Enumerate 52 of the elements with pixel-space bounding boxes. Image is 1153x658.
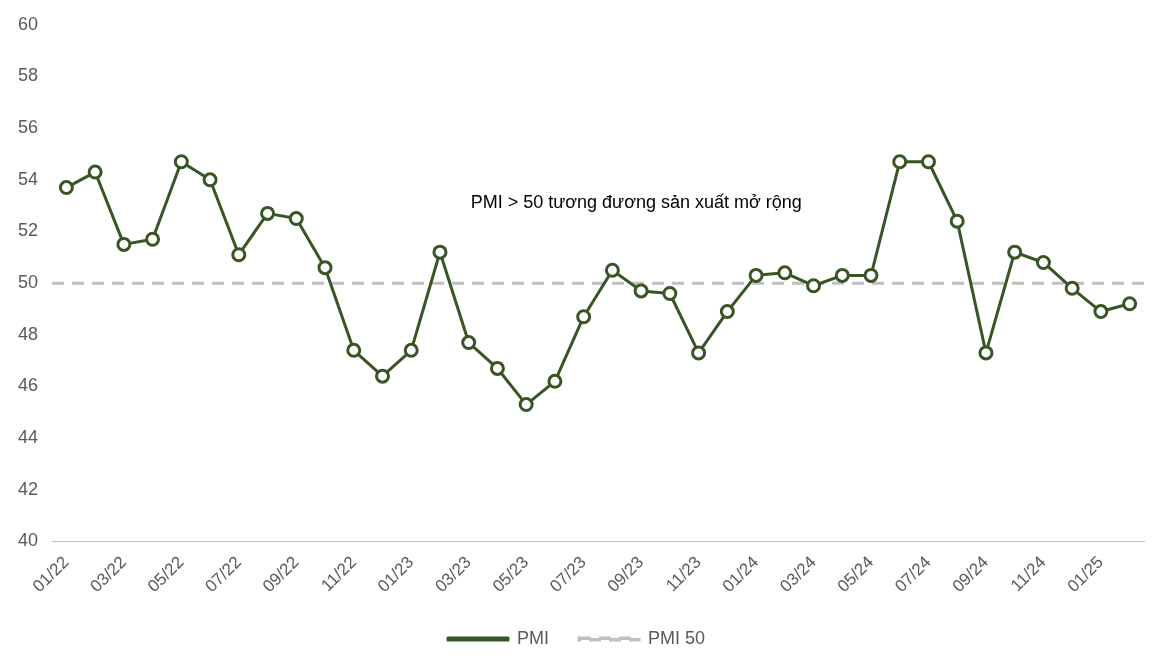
point [1064,280,1080,296]
point [834,267,850,283]
point [719,304,735,320]
point [260,205,276,221]
point [403,342,419,358]
y-tick-label: 60 [17,13,39,34]
point [1007,244,1023,260]
point [58,180,74,196]
point [461,335,477,351]
point [863,267,879,283]
point [662,285,678,301]
point [748,267,764,283]
point [777,265,793,281]
point [116,236,132,252]
y-tick-label: 58 [17,65,39,86]
point [489,360,505,376]
point [231,247,247,263]
y-tick-label: 56 [17,117,39,138]
point [978,345,994,361]
point [1122,296,1138,312]
point [202,172,218,188]
y-tick-label: 42 [17,478,39,499]
point [1035,254,1051,270]
y-tick-label: 44 [17,427,39,448]
point [920,154,936,170]
point [432,244,448,260]
point [346,342,362,358]
point [806,278,822,294]
point [145,231,161,247]
point [576,309,592,325]
legend-label: PMI [516,627,549,648]
point [633,283,649,299]
annotation: PMI > 50 tương đương sản xuất mở rộng [470,192,802,213]
point [518,397,534,413]
y-tick-label: 48 [17,323,39,344]
y-tick-label: 54 [17,168,39,189]
point [691,345,707,361]
legend-label: PMI 50 [647,627,706,648]
point [173,154,189,170]
y-tick-label: 40 [17,530,39,551]
point [547,373,563,389]
point [949,213,965,229]
point [604,262,620,278]
point [1093,304,1109,320]
y-tick-label: 50 [17,272,39,293]
y-tick-label: 52 [17,220,39,241]
y-tick-label: 46 [17,375,39,396]
point [288,211,304,227]
point [892,154,908,170]
point [87,164,103,180]
point [374,368,390,384]
point [317,260,333,276]
